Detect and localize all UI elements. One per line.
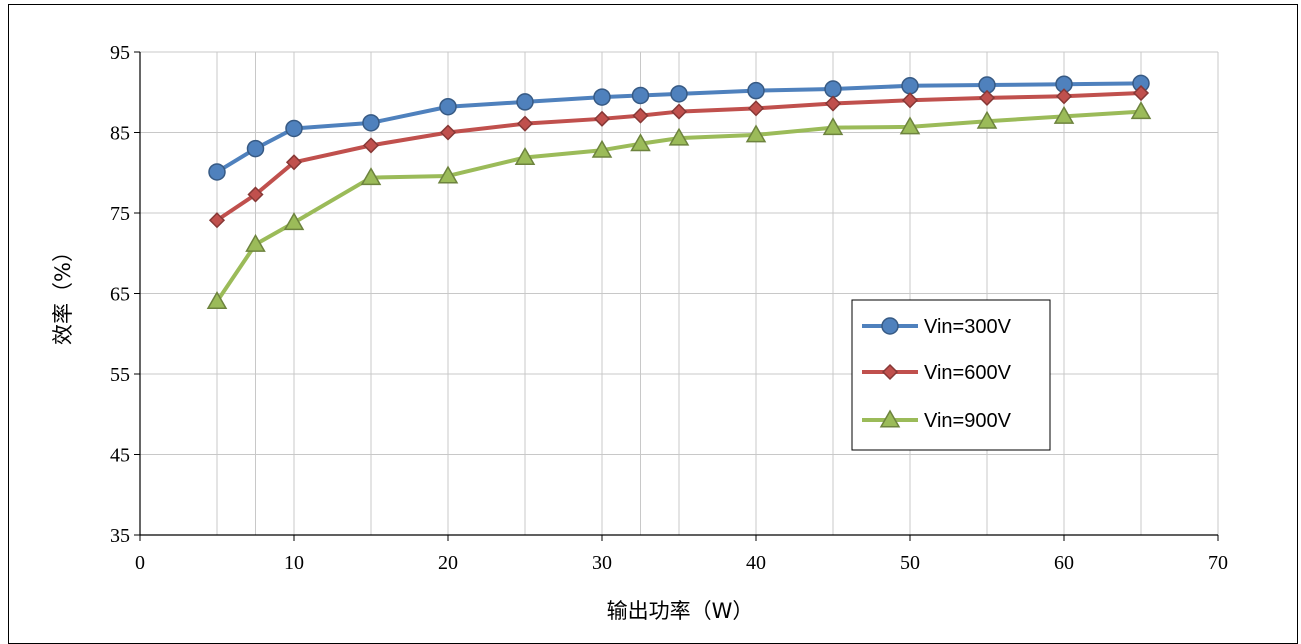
data-point [1053,105,1075,124]
data-point [439,124,457,141]
data-point [824,95,842,112]
x-tick-label: 50 [900,552,920,574]
legend-label: Vin=300V [924,316,1012,338]
data-point [630,133,651,152]
y-tick-label: 65 [110,284,130,306]
data-point [285,119,303,138]
y-tick-label: 35 [110,525,130,547]
data-point [362,114,380,132]
y-tick-label: 95 [110,42,130,64]
data-point [516,115,534,132]
data-point [206,291,228,310]
y-tick-label: 75 [110,203,130,225]
chart-frame [8,4,1298,644]
data-point [1055,88,1073,105]
data-point [978,89,996,106]
data-point [283,212,305,231]
data-point [208,212,226,229]
y-axis-title: 效率（%） [51,241,75,345]
x-tick-label: 10 [284,552,304,574]
data-point [822,117,844,136]
x-axis-title: 输出功率（W） [607,599,754,623]
data-point [593,110,611,127]
data-point [514,146,536,165]
legend-label: Vin=600V [924,362,1012,384]
legend-marker [879,409,901,428]
data-point [362,137,380,154]
y-tick-label: 55 [110,364,130,386]
data-point [631,86,650,105]
legend: Vin=300V Vin=600V Vin=900V [851,299,1051,451]
x-tick-label: 70 [1208,552,1228,574]
data-markers [206,74,1152,310]
legend-marker [881,317,899,335]
data-point [670,85,688,103]
y-tick-label: 85 [110,123,130,145]
data-point [208,163,226,181]
data-point [247,186,264,203]
data-point [901,92,919,109]
x-tick-label: 60 [1054,552,1074,574]
axes [134,51,1219,541]
data-point [246,139,265,158]
tick-labels: 35 45 55 65 75 85 95 0 10 20 30 40 50 60 70 [110,42,1228,574]
data-point [747,81,765,100]
data-point [632,107,649,124]
data-point [593,88,611,106]
efficiency-chart: 35 45 55 65 75 85 95 0 10 20 30 40 50 60 70 输出功率（W） 效率… [51,42,1228,623]
data-point [976,110,998,129]
data-point [745,124,767,143]
data-point [439,97,457,116]
data-point [360,167,382,186]
data-point [1132,84,1150,102]
x-tick-label: 0 [135,552,145,574]
data-point [899,116,921,135]
data-point [670,103,688,120]
data-point [901,77,919,95]
data-point [668,127,690,146]
data-point [437,165,459,184]
y-tick-label: 45 [110,445,130,467]
legend-marker [881,363,899,381]
data-point [591,139,613,158]
data-point [516,93,534,111]
data-point [747,100,765,117]
data-point [285,154,303,171]
data-point [824,80,842,98]
data-point [1130,101,1152,120]
x-tick-label: 40 [746,552,766,574]
x-tick-label: 20 [438,552,458,574]
data-point [245,233,266,252]
x-tick-label: 30 [592,552,612,574]
legend-label: Vin=900V [924,410,1012,432]
